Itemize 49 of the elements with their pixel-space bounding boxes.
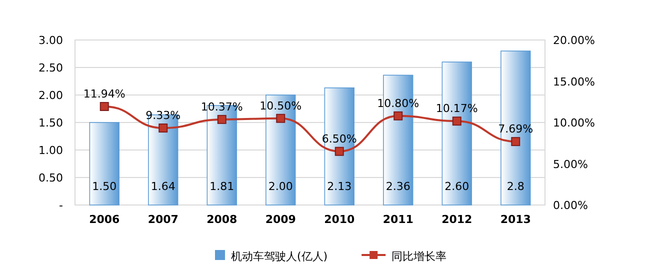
y-tick-label: 1.00 xyxy=(38,144,63,157)
point xyxy=(217,114,226,124)
y-tick-label: 1.50 xyxy=(38,116,63,130)
data-label: 2.00 xyxy=(268,180,293,193)
data-label: 1.81 xyxy=(210,180,234,193)
point xyxy=(100,102,109,111)
data-label: 10.37% xyxy=(200,100,243,114)
bar xyxy=(89,122,120,206)
data-label: 9.33% xyxy=(146,109,181,122)
y-tick-label: 3.00 xyxy=(38,34,63,47)
x-tick-label: 2011 xyxy=(382,213,414,226)
y-tick-label: 2.50 xyxy=(38,62,63,74)
y2-tick-label: 5.00% xyxy=(553,158,588,171)
data-label: 2.13 xyxy=(327,180,352,193)
point xyxy=(276,114,286,123)
data-label: 10.80% xyxy=(377,96,420,110)
point xyxy=(452,116,462,126)
data-label: 2.60 xyxy=(444,180,470,193)
point xyxy=(158,124,168,133)
x-tick-label: 2007 xyxy=(148,213,178,226)
y2-tick-label: 15.00% xyxy=(553,75,595,88)
data-label: 2.36 xyxy=(386,180,410,193)
point xyxy=(511,137,520,146)
point xyxy=(394,111,403,120)
data-label: 2.8 xyxy=(506,180,524,193)
x-tick-label: 2012 xyxy=(442,213,472,226)
legend-label: 机动车驾驶人(亿人) xyxy=(231,250,328,263)
bar xyxy=(324,87,354,206)
y-tick-label: 2.00 xyxy=(38,89,63,102)
x-tick-label: 2009 xyxy=(265,213,296,226)
y-tick-label: - xyxy=(59,199,64,212)
point xyxy=(334,146,344,156)
data-label: 6.50% xyxy=(322,132,357,146)
data-label: 1.64 xyxy=(150,180,176,193)
data-label: 10.17% xyxy=(436,102,478,116)
data-label: 1.50 xyxy=(92,180,117,193)
legend-label: 同比增长率 xyxy=(392,250,447,263)
y2-tick-label: 20.00% xyxy=(553,34,595,47)
y2-tick-label: 10.00% xyxy=(553,116,595,130)
x-tick-label: 2008 xyxy=(206,213,238,226)
y2-tick-label: 0.00% xyxy=(553,199,588,212)
data-label: 11.94% xyxy=(83,87,126,100)
x-tick-label: 2013 xyxy=(500,213,531,226)
y-tick-label: 0.50 xyxy=(38,172,63,184)
data-label: 10.50% xyxy=(260,99,302,112)
bar xyxy=(500,50,531,206)
x-tick-label: 2010 xyxy=(324,213,356,226)
data-label: 7.69% xyxy=(498,122,534,136)
x-tick-label: 2006 xyxy=(89,213,120,226)
